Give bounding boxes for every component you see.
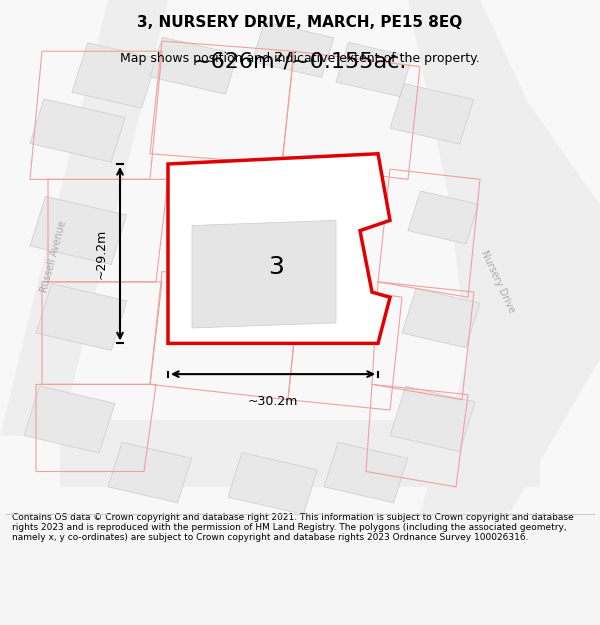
Polygon shape (390, 84, 473, 144)
Polygon shape (324, 442, 407, 503)
Polygon shape (336, 42, 412, 97)
Text: Map shows position and indicative extent of the property.: Map shows position and indicative extent… (120, 52, 480, 65)
Text: 3: 3 (268, 254, 284, 279)
Polygon shape (60, 420, 540, 487)
Polygon shape (24, 386, 115, 453)
Polygon shape (30, 196, 127, 264)
Polygon shape (168, 154, 390, 343)
Polygon shape (108, 442, 191, 503)
Polygon shape (408, 191, 478, 244)
Polygon shape (72, 42, 157, 108)
Polygon shape (228, 452, 317, 514)
Polygon shape (408, 0, 600, 512)
Polygon shape (30, 99, 125, 162)
Polygon shape (252, 22, 334, 78)
Text: Contains OS data © Crown copyright and database right 2021. This information is : Contains OS data © Crown copyright and d… (12, 512, 574, 542)
Polygon shape (192, 221, 336, 328)
Polygon shape (402, 289, 480, 348)
Text: 3, NURSERY DRIVE, MARCH, PE15 8EQ: 3, NURSERY DRIVE, MARCH, PE15 8EQ (137, 15, 463, 30)
Polygon shape (0, 0, 600, 512)
Polygon shape (36, 284, 127, 351)
Polygon shape (0, 0, 168, 436)
Text: ~29.2m: ~29.2m (95, 229, 108, 279)
Text: Nursery Drive: Nursery Drive (479, 249, 517, 315)
Polygon shape (150, 38, 238, 94)
Text: ~626m²/~0.155ac.: ~626m²/~0.155ac. (193, 51, 407, 71)
Polygon shape (390, 386, 475, 451)
Text: ~30.2m: ~30.2m (248, 394, 298, 408)
Text: Russell Avenue: Russell Avenue (40, 219, 68, 293)
